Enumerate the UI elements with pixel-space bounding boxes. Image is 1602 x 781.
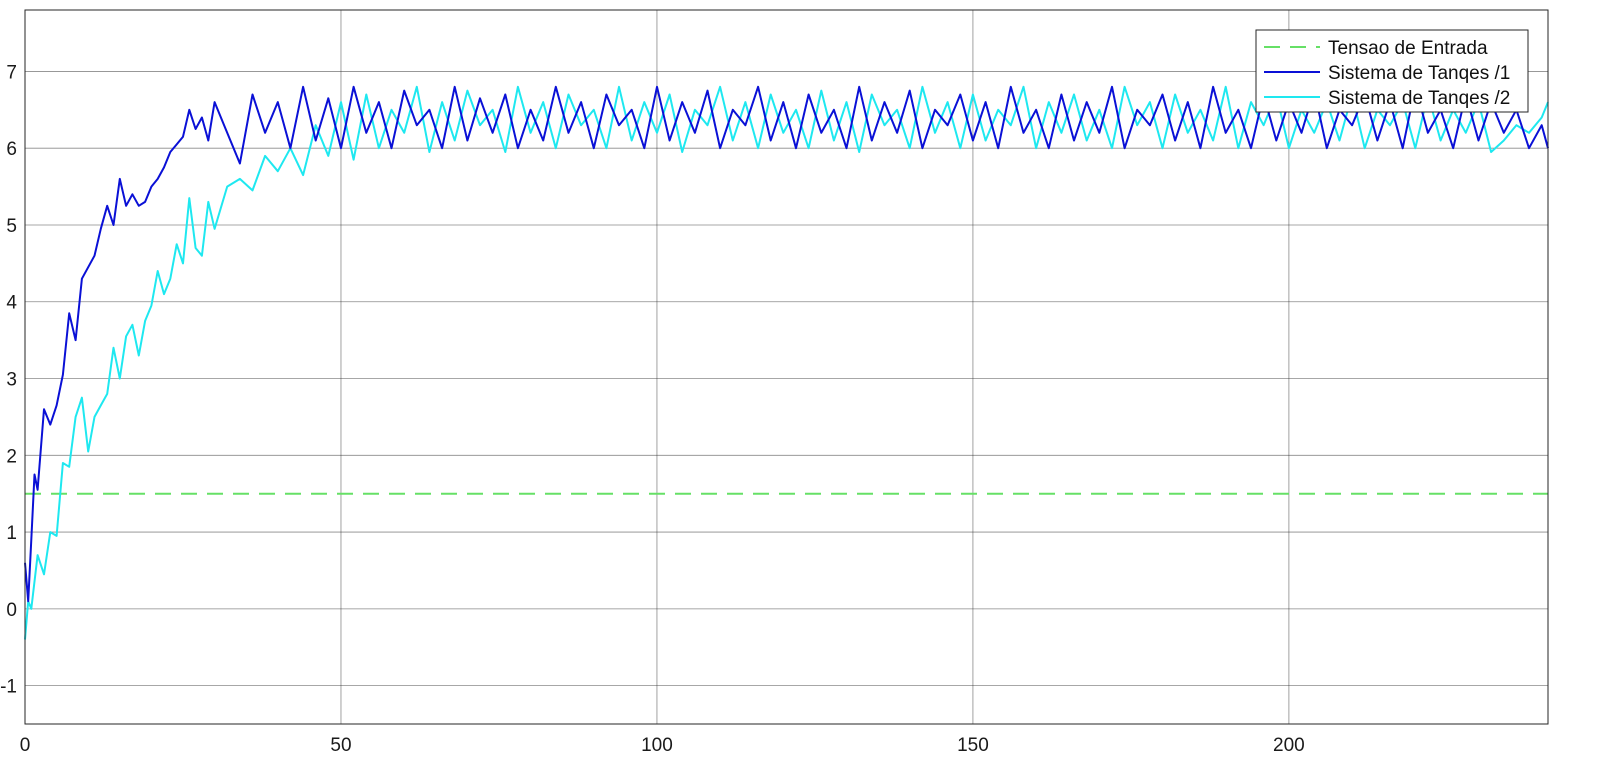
series-line-2	[24, 85, 1549, 603]
legend: Tensao de Entrada Sistema de Tanqes /1 Sis…	[1255, 29, 1529, 113]
x-tick-label: 0	[20, 735, 31, 756]
legend-label: Tensao de Entrada	[1328, 38, 1488, 59]
x-axis-ticks: 0 50 100 150 200	[20, 735, 1305, 756]
y-tick-label: 2	[6, 446, 17, 467]
legend-label: Sistema de Tanqes /1	[1328, 63, 1510, 84]
y-tick-label: 6	[6, 139, 17, 160]
y-axis-ticks: -1 0 1 2 3 4 5 6 7	[0, 62, 17, 697]
grid	[24, 10, 1548, 724]
y-tick-label: 3	[6, 370, 17, 391]
series-line-3	[24, 85, 1549, 640]
y-tick-label: 4	[6, 293, 17, 314]
x-tick-label: 100	[641, 735, 673, 756]
legend-label: Sistema de Tanqes /2	[1328, 88, 1510, 109]
x-tick-label: 50	[330, 735, 351, 756]
y-tick-label: 7	[6, 62, 17, 83]
y-tick-label: 0	[6, 600, 17, 621]
x-tick-label: 150	[957, 735, 989, 756]
y-tick-label: 1	[6, 523, 17, 544]
y-tick-label: 5	[6, 216, 17, 237]
x-tick-label: 200	[1273, 735, 1305, 756]
y-tick-label: -1	[0, 677, 17, 698]
plot-area-frame	[24, 9, 1549, 725]
plot-series	[24, 85, 1549, 640]
